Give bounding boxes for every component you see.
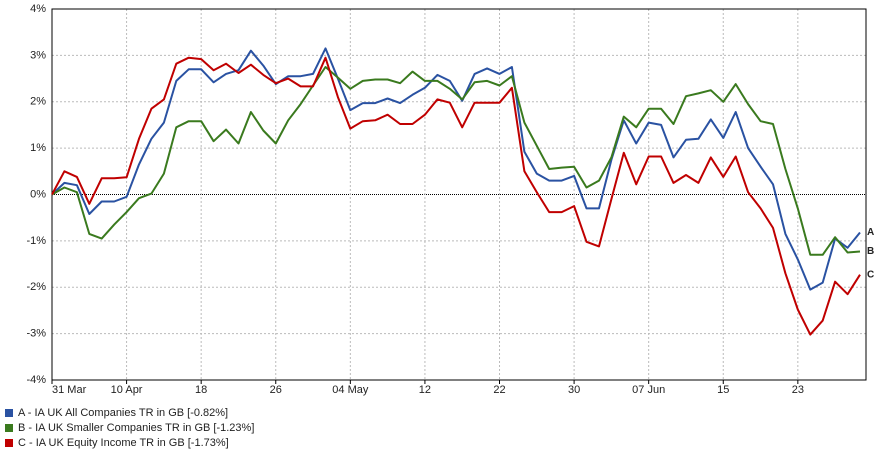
legend-swatch (5, 409, 13, 417)
end-label: C (867, 269, 874, 280)
y-tick-label: -3% (26, 328, 46, 340)
x-tick-label: 15 (717, 384, 729, 396)
x-tick-label: 23 (792, 384, 804, 396)
y-tick-label: -4% (26, 374, 46, 386)
legend-swatch (5, 439, 13, 447)
series-line (51, 56, 861, 336)
end-label: B (867, 246, 874, 257)
legend-label: B - IA UK Smaller Companies TR in GB [-1… (18, 422, 254, 434)
y-tick-label: -1% (26, 235, 46, 247)
y-tick-label: 1% (30, 142, 46, 154)
legend-swatch (5, 424, 13, 432)
x-tick-label: 26 (270, 384, 282, 396)
y-tick-label: 4% (30, 3, 46, 15)
legend-label: C - IA UK Equity Income TR in GB [-1.73%… (18, 437, 229, 449)
series-line (51, 66, 861, 256)
legend-label: A - IA UK All Companies TR in GB [-0.82%… (18, 407, 228, 419)
x-tick-label: 22 (493, 384, 505, 396)
x-tick-label: 12 (419, 384, 431, 396)
end-label: A (867, 227, 874, 238)
y-tick-label: 0% (30, 188, 46, 200)
x-tick-label: 07 Jun (632, 384, 665, 396)
y-tick-label: -2% (26, 281, 46, 293)
y-tick-label: 2% (30, 96, 46, 108)
x-tick-label: 30 (568, 384, 580, 396)
x-tick-label: 18 (195, 384, 207, 396)
x-tick-label: 04 May (332, 384, 369, 396)
series-line (51, 47, 861, 291)
x-tick-label: 10 Apr (111, 384, 143, 396)
x-tick-label: 31 Mar (52, 384, 87, 396)
y-tick-label: 3% (30, 49, 46, 61)
